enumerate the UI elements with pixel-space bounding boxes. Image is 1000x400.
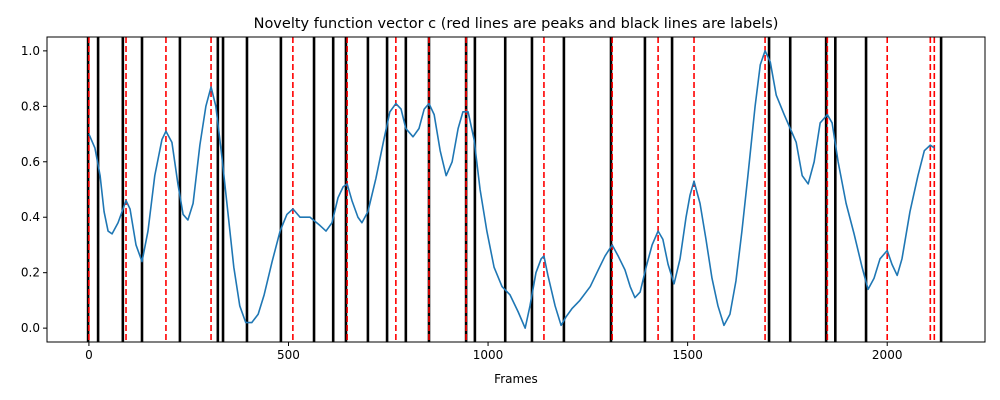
y-tick-label: 0.8 bbox=[21, 99, 40, 113]
x-tick-label: 2000 bbox=[872, 348, 903, 362]
chart-title: Novelty function vector c (red lines are… bbox=[254, 16, 779, 32]
y-tick-label: 0.6 bbox=[21, 155, 40, 169]
plot-frame bbox=[46, 36, 986, 343]
x-tick-label: 500 bbox=[277, 348, 300, 362]
y-tick-label: 0.2 bbox=[21, 266, 40, 280]
line bbox=[88, 50, 935, 329]
y-tick-label: 0.0 bbox=[21, 321, 40, 335]
x-tick-label: 1000 bbox=[473, 348, 504, 362]
x-axis-label: Frames bbox=[494, 372, 538, 386]
y-tick-label: 0.4 bbox=[21, 210, 40, 224]
x-tick-label: 0 bbox=[85, 348, 93, 362]
x-tick-label: 1500 bbox=[672, 348, 703, 362]
y-tick-label: 1.0 bbox=[21, 44, 40, 58]
